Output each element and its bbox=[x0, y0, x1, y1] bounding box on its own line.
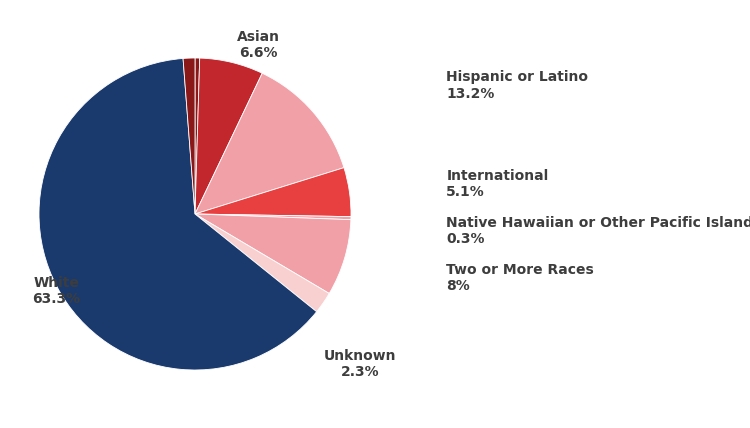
Wedge shape bbox=[195, 73, 344, 214]
Text: Two or More Races
8%: Two or More Races 8% bbox=[446, 263, 594, 293]
Text: International
5.1%: International 5.1% bbox=[446, 169, 548, 199]
Wedge shape bbox=[195, 58, 200, 214]
Text: Unknown
2.3%: Unknown 2.3% bbox=[324, 349, 396, 379]
Wedge shape bbox=[183, 58, 195, 214]
Text: Asian
6.6%: Asian 6.6% bbox=[237, 30, 280, 60]
Wedge shape bbox=[195, 58, 262, 214]
Wedge shape bbox=[195, 168, 351, 217]
Wedge shape bbox=[195, 214, 351, 294]
Wedge shape bbox=[195, 214, 329, 312]
Text: Hispanic or Latino
13.2%: Hispanic or Latino 13.2% bbox=[446, 71, 588, 101]
Wedge shape bbox=[195, 214, 351, 220]
Wedge shape bbox=[39, 59, 316, 370]
Text: Native Hawaiian or Other Pacific Islander
0.3%: Native Hawaiian or Other Pacific Islande… bbox=[446, 216, 750, 246]
Text: White
63.3%: White 63.3% bbox=[32, 276, 80, 306]
